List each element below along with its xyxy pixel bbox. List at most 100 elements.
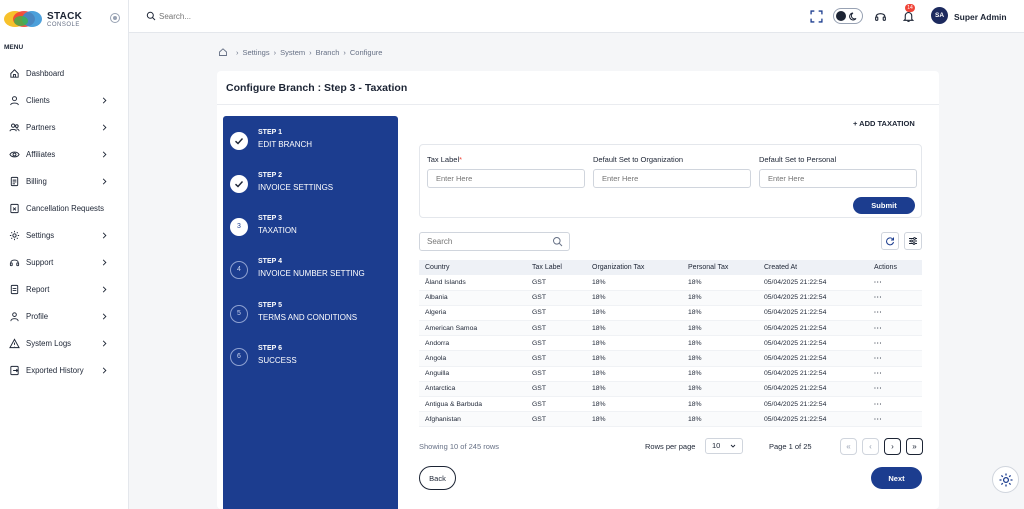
row-actions-button[interactable]: ··· (868, 335, 922, 352)
row-actions-button[interactable]: ··· (868, 411, 922, 428)
sidebar-item-exported-history[interactable]: Exported History (0, 357, 129, 384)
headset-icon[interactable] (874, 10, 887, 23)
column-header[interactable]: Tax Label (526, 260, 586, 275)
refresh-button[interactable] (881, 232, 899, 250)
cell-personal-tax: 18% (682, 381, 758, 398)
rows-count-text: Showing 10 of 245 rows (419, 442, 500, 451)
column-header[interactable]: Created At (758, 260, 868, 275)
step-6[interactable]: 6 STEP 6 SUCCESS (230, 345, 395, 373)
row-actions-button[interactable]: ··· (868, 381, 922, 398)
theme-toggle[interactable] (833, 8, 863, 24)
sidebar-collapse-button[interactable] (110, 13, 120, 23)
breadcrumb-item-settings[interactable]: Settings (242, 47, 270, 57)
sidebar-item-system-logs[interactable]: System Logs (0, 330, 129, 357)
home-icon (9, 68, 20, 79)
bell-icon[interactable] (902, 10, 915, 23)
step-name: SUCCESS (258, 356, 297, 365)
document-icon (9, 176, 20, 187)
sidebar-item-support[interactable]: Support (0, 249, 129, 276)
column-header[interactable]: Country (419, 260, 526, 275)
row-actions-button[interactable]: ··· (868, 290, 922, 306)
global-search-input[interactable] (159, 9, 359, 23)
filter-settings-button[interactable] (904, 232, 922, 250)
page-info: Page 1 of 25 (769, 442, 812, 451)
step-1[interactable]: STEP 1 EDIT BRANCH (230, 129, 395, 157)
user-icon (9, 95, 20, 106)
cell-org-tax: 18% (586, 350, 682, 367)
prev-page-button[interactable]: ‹ (862, 438, 879, 455)
users-icon (9, 122, 20, 133)
row-actions-button[interactable]: ··· (868, 320, 922, 337)
cell-personal-tax: 18% (682, 275, 758, 291)
floating-settings-button[interactable] (992, 466, 1019, 493)
sidebar-item-clients[interactable]: Clients (0, 87, 129, 114)
sidebar-item-report[interactable]: Report (0, 276, 129, 303)
taxation-form: Tax Label* Default Set to Organization D… (419, 144, 922, 218)
cell-created-at: 05/04/2025 21:22:54 (758, 335, 868, 352)
stepper: STEP 1 EDIT BRANCH STEP 2 INVOICE SETTIN… (223, 116, 398, 509)
cell-org-tax: 18% (586, 381, 682, 398)
first-page-button[interactable]: « (840, 438, 857, 455)
cell-country: Anguilla (419, 366, 526, 382)
avatar[interactable]: SA (931, 7, 948, 24)
sidebar: STACK CONSOLE MENU Dashboard Clients Par… (0, 0, 129, 509)
row-actions-button[interactable]: ··· (868, 396, 922, 413)
last-page-button[interactable]: » (906, 438, 923, 455)
sidebar-item-affiliates[interactable]: Affiliates (0, 141, 129, 168)
sidebar-item-cancellation-requests[interactable]: Cancellation Requests (0, 195, 129, 222)
column-header[interactable]: Organization Tax (586, 260, 682, 275)
column-header: Actions (868, 260, 922, 275)
sidebar-item-profile[interactable]: Profile (0, 303, 129, 330)
fullscreen-icon[interactable] (810, 10, 823, 23)
cell-tax-label: GST (526, 290, 586, 306)
step-4[interactable]: 4 STEP 4 INVOICE NUMBER SETTING (230, 258, 395, 286)
chevron-right-icon: › (343, 47, 346, 57)
table-row: Åland Islands GST 18% 18% 05/04/2025 21:… (419, 275, 922, 291)
column-header[interactable]: Personal Tax (682, 260, 758, 275)
cell-personal-tax: 18% (682, 350, 758, 367)
sidebar-item-label: Support (26, 258, 54, 267)
sidebar-item-dashboard[interactable]: Dashboard (0, 60, 129, 87)
step-3[interactable]: 3 STEP 3 TAXATION (230, 215, 395, 243)
cell-org-tax: 18% (586, 335, 682, 352)
breadcrumb-item-branch[interactable]: Branch (315, 47, 340, 57)
add-taxation-button[interactable]: + ADD TAXATION (853, 119, 915, 128)
chevron-right-icon (102, 259, 107, 266)
home-icon[interactable] (218, 47, 228, 57)
table-row: Antigua & Barbuda GST 18% 18% 05/04/2025… (419, 396, 922, 413)
step-2[interactable]: STEP 2 INVOICE SETTINGS (230, 172, 395, 200)
sidebar-item-partners[interactable]: Partners (0, 114, 129, 141)
logo[interactable]: STACK CONSOLE (3, 8, 123, 30)
step-5[interactable]: 5 STEP 5 TERMS AND CONDITIONS (230, 302, 395, 330)
step-number: STEP 2 (258, 172, 282, 179)
step-index: 3 (230, 218, 248, 236)
chevron-right-icon: › (273, 47, 277, 57)
next-button[interactable]: Next (871, 467, 922, 489)
cell-country: American Samoa (419, 320, 526, 337)
step-name: TAXATION (258, 226, 297, 235)
cell-tax-label: GST (526, 335, 586, 352)
sidebar-item-label: Cancellation Requests (26, 204, 105, 213)
table-search-input[interactable] (419, 232, 570, 251)
breadcrumb-item-system[interactable]: System (280, 47, 306, 57)
next-page-button[interactable]: › (884, 438, 901, 455)
row-actions-button[interactable]: ··· (868, 275, 922, 291)
cell-country: Andorra (419, 335, 526, 352)
personal-default-label: Default Set to Personal (759, 155, 837, 164)
row-actions-button[interactable]: ··· (868, 350, 922, 367)
back-button[interactable]: Back (419, 466, 456, 490)
row-actions-button[interactable]: ··· (868, 366, 922, 382)
user-name[interactable]: Super Admin (954, 12, 1007, 22)
rows-per-page-select[interactable]: 10 (705, 438, 743, 454)
cell-tax-label: GST (526, 396, 586, 413)
submit-button[interactable]: Submit (853, 197, 915, 214)
sidebar-item-billing[interactable]: Billing (0, 168, 129, 195)
search-icon (553, 237, 563, 247)
profile-icon (9, 311, 20, 322)
tax-label-input[interactable] (427, 169, 585, 188)
org-default-input[interactable] (593, 169, 751, 188)
personal-default-input[interactable] (759, 169, 917, 188)
row-actions-button[interactable]: ··· (868, 305, 922, 322)
sidebar-item-settings[interactable]: Settings (0, 222, 129, 249)
table-row: Albania GST 18% 18% 05/04/2025 21:22:54 … (419, 290, 922, 306)
